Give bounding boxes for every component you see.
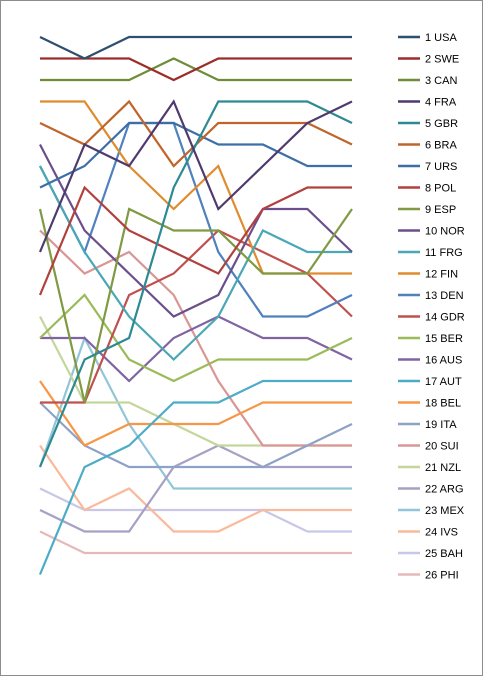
legend-item-20-sui: 20 SUI: [398, 441, 459, 453]
series-line-11-frg: [39, 165, 352, 362]
legend-label: 23 MEX: [425, 505, 465, 517]
legend-item-26-phi: 26 PHI: [398, 570, 459, 582]
series-line-5-gbr: [38, 100, 353, 468]
legend-item-4-fra: 4 FRA: [398, 97, 457, 109]
legend-item-12-fin: 12 FIN: [398, 269, 458, 281]
series-line-17-aut: [38, 379, 352, 575]
legend-item-7-urs: 7 URS: [398, 161, 457, 173]
legend-label: 14 GDR: [425, 312, 465, 324]
legend-label: 13 DEN: [425, 290, 464, 302]
legend-item-11-frg: 11 FRG: [398, 247, 463, 259]
legend-label: 21 NZL: [425, 462, 461, 474]
legend-item-13-den: 13 DEN: [398, 290, 464, 302]
legend-label: 24 IVS: [425, 527, 458, 539]
legend-label: 3 CAN: [425, 75, 457, 87]
legend-label: 15 BER: [425, 333, 463, 345]
series-line-18-bel: [39, 380, 352, 447]
legend-item-17-aut: 17 AUT: [398, 376, 462, 388]
legend-label: 10 NOR: [425, 226, 465, 238]
series-line-1-usa: [39, 35, 352, 60]
series-line-4-fra: [38, 99, 353, 253]
legend-label: 9 ESP: [425, 204, 456, 216]
legend-item-1-usa: 1 USA: [398, 32, 457, 44]
legend-label: 11 FRG: [425, 247, 463, 259]
legend-label: 18 BEL: [425, 398, 461, 410]
legend-item-22-arg: 22 ARG: [398, 484, 464, 496]
legend-label: 25 BAH: [425, 548, 463, 560]
series-line-2-swe: [40, 57, 352, 82]
legend-label: 22 ARG: [425, 484, 464, 496]
legend-item-10-nor: 10 NOR: [398, 226, 465, 238]
legend-label: 17 AUT: [425, 376, 462, 388]
legend-label: 8 POL: [425, 183, 456, 195]
series-line-9-esp: [38, 207, 353, 403]
series-line-23-mex: [38, 335, 352, 490]
series-line-26-phi: [39, 530, 352, 555]
series-line-13-den: [39, 121, 353, 318]
series-line-24-ivs: [39, 444, 352, 533]
legend-item-5-gbr: 5 GBR: [398, 118, 458, 130]
series-line-14-gdr: [40, 229, 353, 404]
series-line-22-arg: [39, 444, 352, 533]
legend-item-6-bra: 6 BRA: [398, 140, 457, 152]
legend-label: 7 URS: [425, 161, 457, 173]
legend-item-25-bah: 25 BAH: [398, 548, 463, 560]
legend-item-21-nzl: 21 NZL: [398, 462, 461, 474]
legend-label: 5 GBR: [425, 118, 458, 130]
chart-legend: 1 USA 2 SWE 3 CAN 4 FRA 5 GBR 6 BRA 7 URS 8 POL…: [398, 32, 465, 582]
legend-label: 1 USA: [425, 32, 457, 44]
legend-label: 20 SUI: [425, 441, 459, 453]
legend-item-2-swe: 2 SWE: [398, 54, 459, 66]
legend-item-15-ber: 15 BER: [398, 333, 463, 345]
series-lines: [38, 35, 353, 575]
legend-item-24-ivs: 24 IVS: [398, 527, 458, 539]
legend-label: 4 FRA: [425, 97, 457, 109]
legend-item-3-can: 3 CAN: [398, 75, 457, 87]
legend-label: 26 PHI: [425, 570, 459, 582]
legend-label: 6 BRA: [425, 140, 457, 152]
legend-item-8-pol: 8 POL: [398, 183, 456, 195]
legend-label: 2 SWE: [425, 54, 459, 66]
legend-label: 19 ITA: [425, 419, 457, 431]
series-line-19-ita: [39, 401, 353, 469]
series-line-10-nor: [39, 143, 353, 318]
series-line-16-aus: [40, 315, 353, 383]
series-line-8-pol: [38, 185, 352, 296]
legend-label: 16 AUS: [425, 355, 462, 367]
series-line-15-ber: [39, 293, 353, 383]
legend-item-19-ita: 19 ITA: [398, 419, 457, 431]
legend-item-14-gdr: 14 GDR: [398, 312, 465, 324]
legend-item-9-esp: 9 ESP: [398, 204, 456, 216]
legend-item-18-bel: 18 BEL: [398, 398, 461, 410]
legend-label: 12 FIN: [425, 269, 458, 281]
series-line-7-urs: [39, 121, 352, 189]
legend-item-16-aus: 16 AUS: [398, 355, 462, 367]
series-line-25-bah: [39, 487, 352, 533]
legend-item-23-mex: 23 MEX: [398, 505, 465, 517]
